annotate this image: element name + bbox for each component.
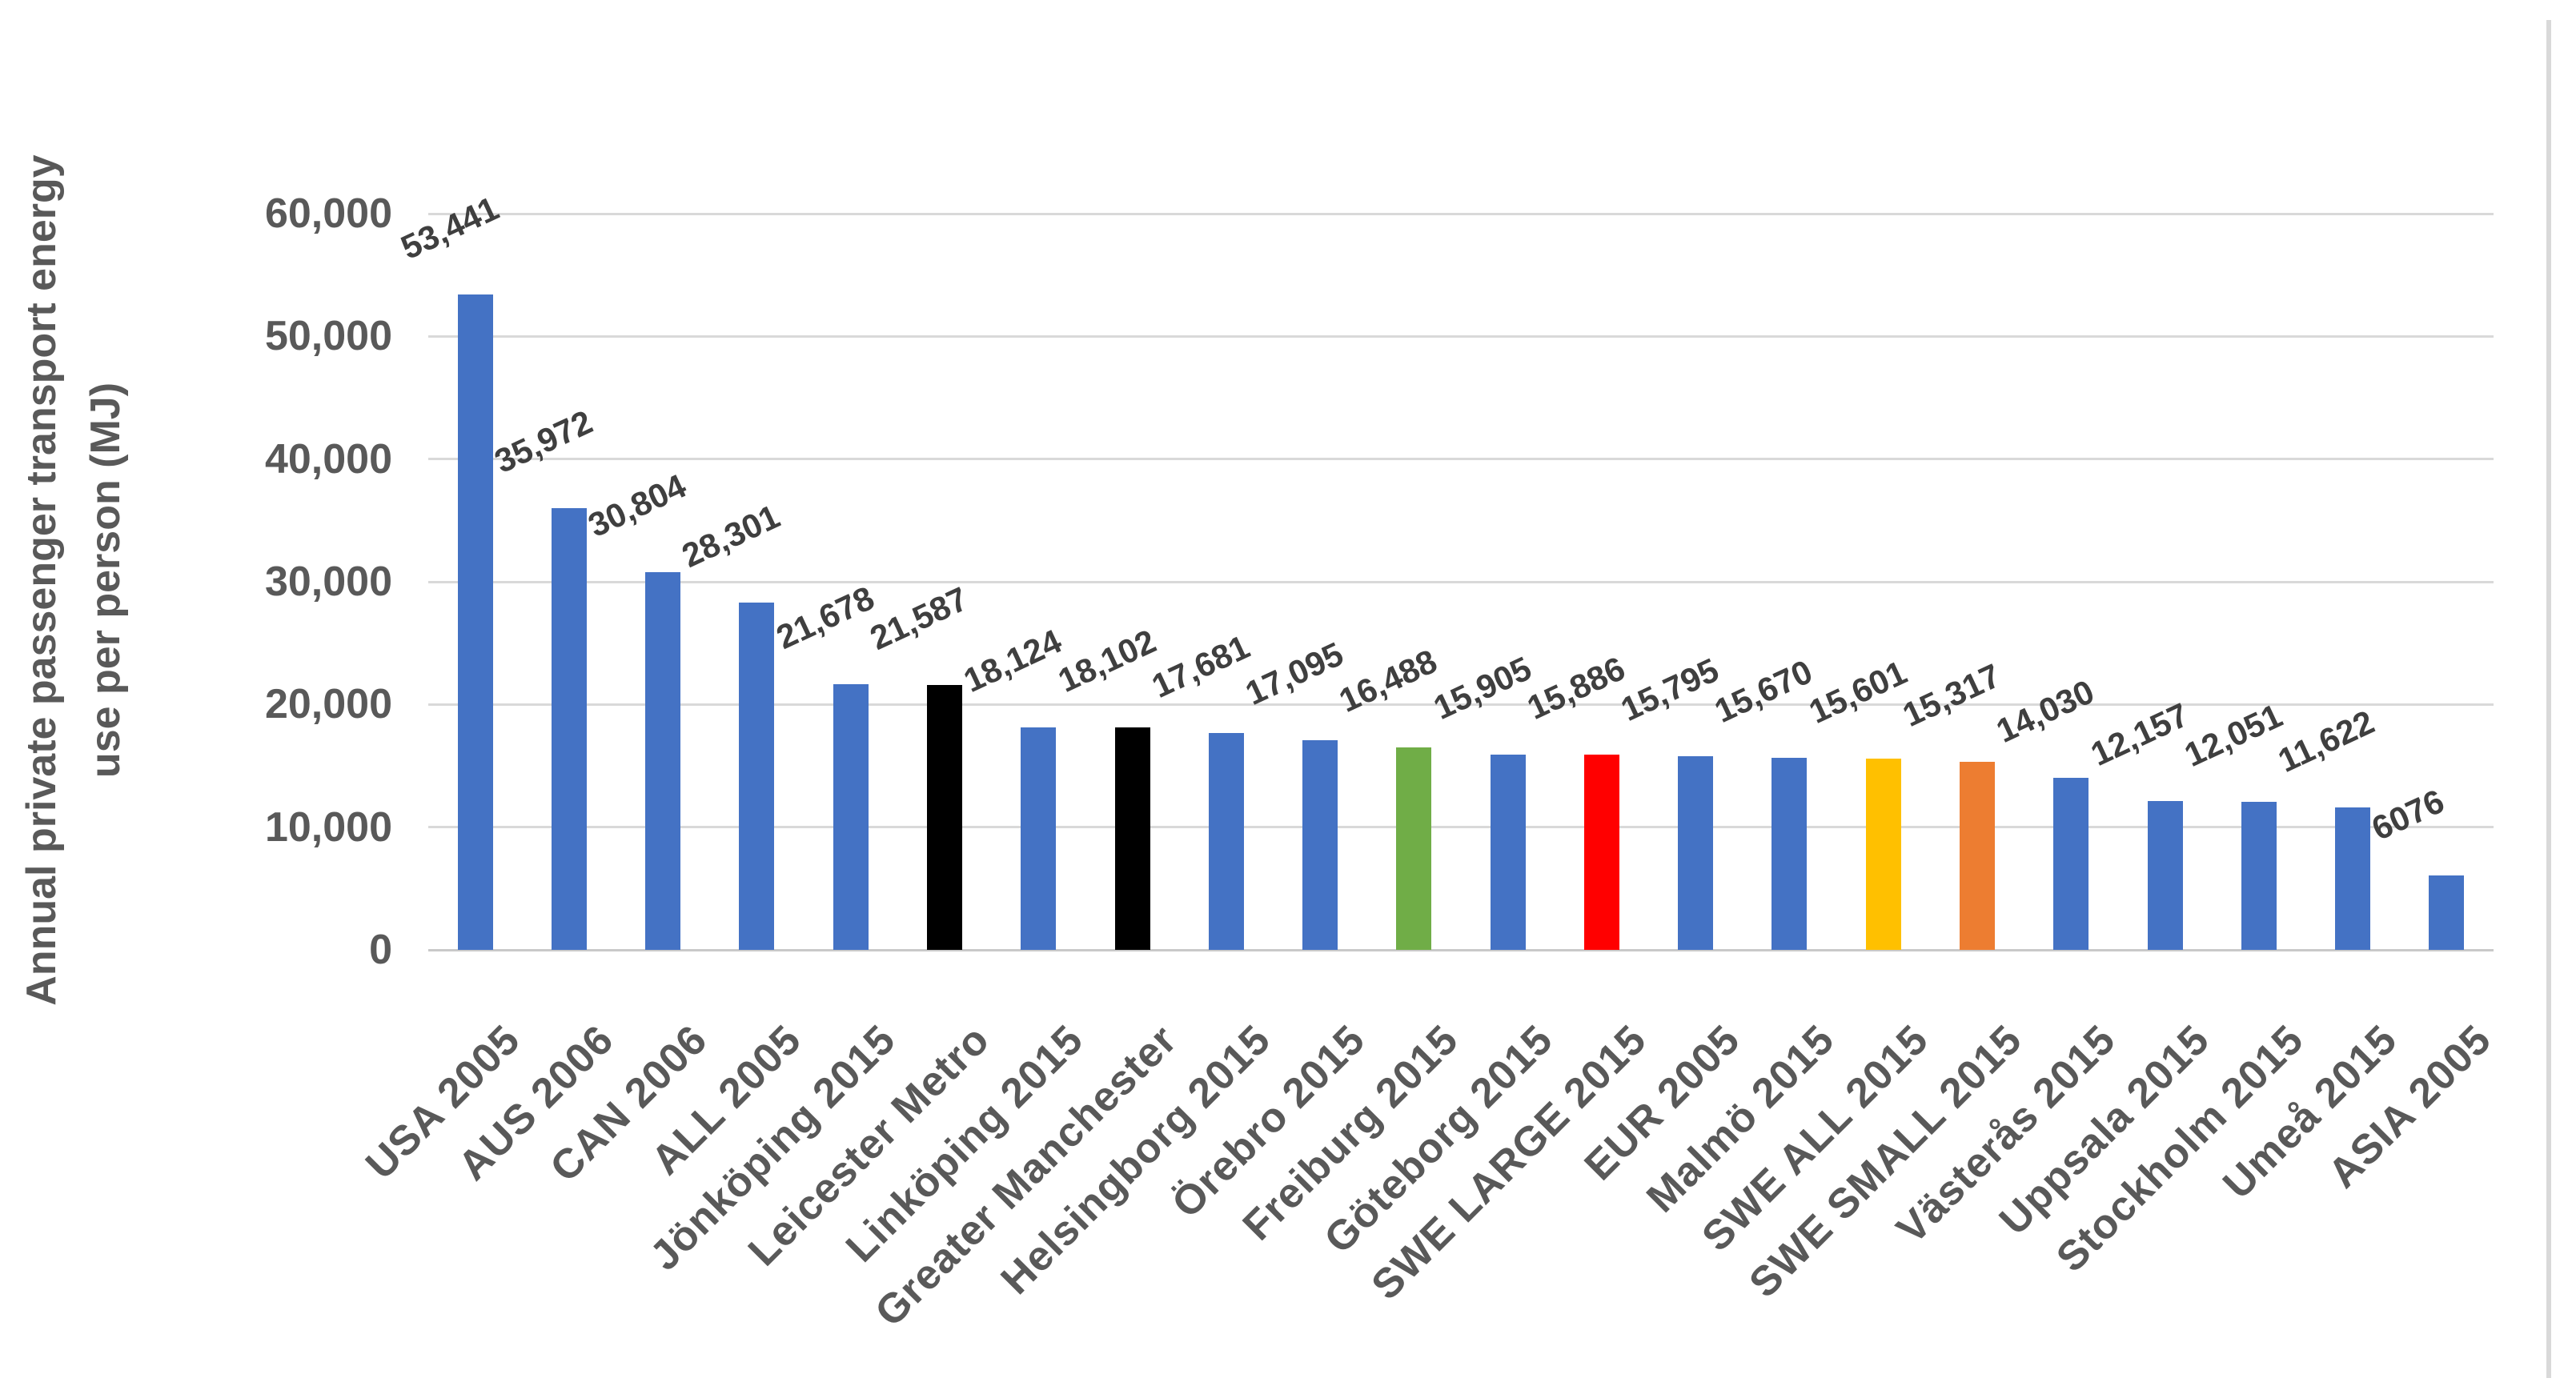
bar-goteborg-2015 — [1490, 755, 1526, 950]
bar-value-label: 21,587 — [864, 579, 974, 658]
bar-value-label: 15,905 — [1427, 649, 1537, 727]
bar-value-label: 53,441 — [395, 188, 504, 266]
bar-value-label: 15,886 — [1521, 649, 1631, 727]
bar-swe-small-2015 — [1960, 762, 1995, 950]
y-tick-label: 10,000 — [264, 803, 392, 851]
gridline — [428, 703, 2494, 706]
y-tick-label: 20,000 — [264, 681, 392, 728]
y-axis-title: Annual private passenger transport energ… — [10, 60, 146, 1100]
bar-value-label: 15,670 — [1709, 651, 1819, 730]
gridline — [428, 580, 2494, 583]
bar-value-label: 35,972 — [488, 403, 598, 481]
bar-orebro-2015 — [1302, 739, 1338, 950]
bar-freiburg-2015 — [1396, 747, 1432, 950]
bar-value-label: 6076 — [2366, 781, 2450, 847]
bar-value-label: 16,488 — [1334, 642, 1443, 720]
y-tick-label: 40,000 — [264, 435, 392, 483]
bar-value-label: 14,030 — [1990, 672, 2101, 750]
bar-uppsala-2015 — [2147, 800, 2183, 950]
bar-value-label: 15,601 — [1803, 652, 1912, 731]
y-tick-label: 60,000 — [264, 190, 392, 237]
chart-area-right-border — [2546, 20, 2551, 1378]
bar-value-label: 15,795 — [1615, 651, 1725, 728]
bar-usa-2005 — [457, 294, 493, 950]
bar-linkoping-2015 — [1021, 727, 1057, 950]
bar-umea-2015 — [2335, 807, 2371, 950]
bar-value-label: 17,095 — [1239, 635, 1350, 712]
gridline — [428, 212, 2494, 215]
gridline — [428, 334, 2494, 338]
bar-leicester-metro — [927, 684, 962, 950]
bar-malmo-2015 — [1772, 757, 1808, 950]
bar-can-2006 — [645, 571, 681, 950]
bar-helsingborg-2015 — [1208, 732, 1244, 950]
bar-value-label: 28,301 — [676, 497, 786, 575]
bar-vasteras-2015 — [2053, 777, 2089, 950]
bar-eur-2005 — [1678, 755, 1714, 950]
gridline — [428, 458, 2494, 461]
bar-value-label: 18,102 — [1052, 622, 1162, 700]
bar-value-label: 12,051 — [2178, 696, 2288, 775]
bar-all-2005 — [739, 603, 775, 950]
bar-value-label: 18,124 — [957, 622, 1068, 700]
bar-value-label: 11,622 — [2272, 702, 2380, 779]
bar-greater-manchester — [1114, 727, 1150, 950]
bar-value-label: 30,804 — [582, 466, 692, 544]
y-axis-title-line1: Annual private passenger transport energ… — [18, 154, 65, 1006]
bar-swe-all-2015 — [1865, 758, 1901, 950]
bar-value-label: 21,678 — [770, 578, 880, 656]
bar-aus-2006 — [551, 508, 587, 950]
bar-value-label: 12,157 — [2084, 695, 2194, 773]
bar-value-label: 15,317 — [1896, 656, 2007, 735]
bar-jonkoping-2015 — [833, 683, 869, 950]
gridline — [428, 826, 2494, 829]
y-tick-label: 30,000 — [264, 559, 392, 605]
y-tick-label: 50,000 — [264, 313, 392, 360]
y-tick-label: 0 — [369, 927, 392, 973]
bar-swe-large-2015 — [1583, 755, 1619, 950]
bar-asia-2005 — [2429, 875, 2465, 950]
bar-value-label: 17,681 — [1146, 627, 1255, 705]
x-axis-line — [428, 948, 2494, 951]
bar-stockholm-2015 — [2241, 802, 2277, 950]
